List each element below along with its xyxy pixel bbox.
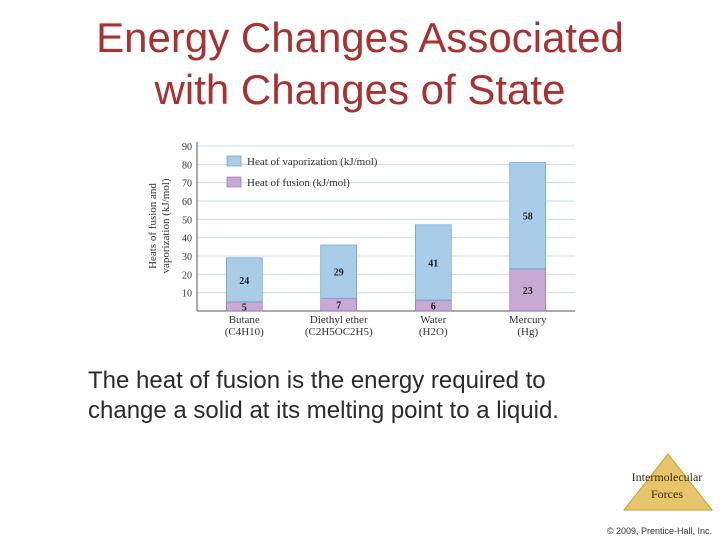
- y-tick-label: 50: [182, 215, 192, 226]
- bar-vaporization-2: [414, 224, 452, 301]
- x-tick-label: Water: [420, 314, 446, 326]
- body-line-1: The heat of fusion is the energy require…: [88, 367, 546, 394]
- copyright-notice: © 2009, Prentice-Hall, Inc.: [606, 526, 712, 536]
- y-tick-label: 70: [182, 179, 192, 190]
- legend: Heat of vaporization (kJ/mol) Heat of fus…: [226, 155, 378, 189]
- body-line-2: change a solid at its melting point to a…: [88, 397, 559, 424]
- x-tick-label: Mercury: [509, 314, 547, 326]
- data-label-vaporization: 29: [334, 268, 344, 279]
- data-label-vaporization: 41: [428, 258, 438, 269]
- bar-vaporization-1: [320, 244, 358, 299]
- heats-bar-chart: Heats of fusion and vaporization (kJ/mol…: [147, 142, 575, 338]
- triangle-badge-icon[interactable]: [622, 452, 714, 512]
- bar-vaporization-0: [225, 257, 263, 303]
- legend-label: Heat of vaporization (kJ/mol): [247, 156, 378, 168]
- x-tick-labels: Butane(C4H10) Diethyl ether(C2H5OC2H5) Wat…: [225, 314, 547, 338]
- data-label-fusion: 7: [336, 301, 341, 312]
- y-axis-label-line-1: Heats of fusion and: [147, 183, 159, 269]
- data-label-vaporization: 58: [523, 212, 533, 223]
- y-tick-label: 10: [182, 289, 192, 300]
- y-tick-label: 20: [182, 270, 192, 281]
- x-tick-formula: (C4H10): [225, 326, 264, 338]
- x-tick-formula: (C2H5OC2H5): [305, 326, 373, 338]
- legend-swatch: [226, 176, 242, 188]
- y-axis-label-line-2: vaporization (kJ/mol): [160, 178, 172, 273]
- data-label-fusion: 5: [242, 302, 247, 313]
- body-text: The heat of fusion is the energy require…: [88, 366, 688, 426]
- legend-swatch: [226, 155, 242, 167]
- y-tick-label: 30: [182, 252, 192, 263]
- data-labels: 5 24 7 29 6 41 23 58: [239, 212, 533, 314]
- y-tick-label: 40: [182, 234, 192, 245]
- y-tick-label: 60: [182, 197, 192, 208]
- title-line-1: Energy Changes Associated: [96, 14, 624, 61]
- bar-fusion-3: [509, 268, 547, 312]
- slide-title: Energy Changes Associated with Changes o…: [0, 12, 720, 116]
- intermolecular-forces-link[interactable]: Intermolecular Forces: [622, 469, 712, 503]
- badge-line-2: Forces: [651, 487, 683, 501]
- data-label-vaporization: 24: [239, 276, 249, 287]
- x-tick-formula: (Hg): [517, 326, 538, 338]
- y-tick-label: 80: [182, 160, 192, 171]
- badge-line-1: Intermolecular: [631, 470, 703, 484]
- title-line-2: with Changes of State: [154, 66, 566, 113]
- x-tick-label: Diethyl ether: [310, 314, 368, 326]
- legend-label: Heat of fusion (kJ/mol): [247, 177, 350, 189]
- data-label-fusion: 23: [523, 286, 533, 297]
- y-tick-label: 90: [182, 142, 192, 153]
- y-tick-labels: 10 20 30 40 50 60 70 80 90: [182, 142, 192, 300]
- data-label-fusion: 6: [431, 302, 436, 313]
- x-tick-label: Butane: [229, 314, 260, 326]
- bars: [225, 162, 547, 312]
- bar-vaporization-3: [509, 162, 547, 270]
- x-tick-formula: (H2O): [419, 326, 448, 338]
